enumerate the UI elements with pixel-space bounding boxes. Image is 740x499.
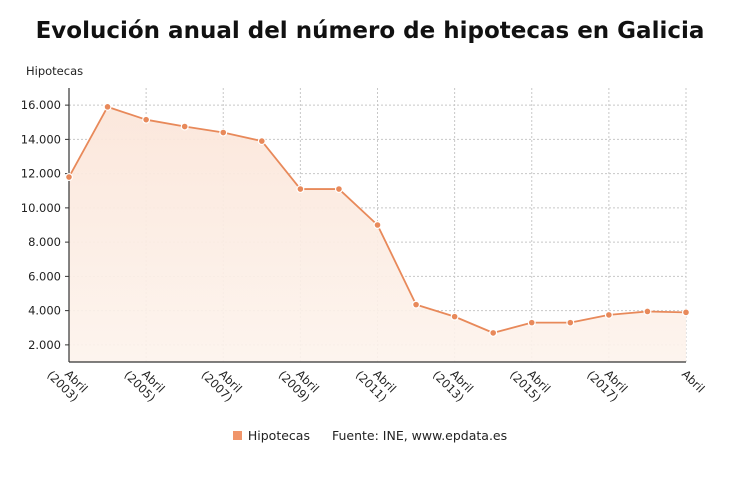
series-area (69, 106, 686, 363)
y-tick-label: 8.000 (28, 235, 61, 249)
data-point (257, 137, 266, 146)
y-tick-label: 14.000 (21, 132, 61, 146)
y-axis-label: Hipotecas (26, 64, 83, 78)
x-tick-label: Abril(2007) (199, 367, 245, 405)
y-tick-label: 10.000 (21, 201, 61, 215)
x-tick-label: Abril(2009) (276, 367, 322, 405)
y-tick-label: 4.000 (28, 304, 61, 318)
data-point (219, 128, 228, 137)
data-point (64, 173, 73, 182)
data-point (334, 185, 343, 194)
data-point (604, 310, 613, 319)
data-point (489, 328, 498, 337)
x-tick-label: Abril(2003) (44, 367, 90, 405)
x-tick-label: Abril(2017) (584, 367, 630, 405)
data-point (566, 318, 575, 327)
y-tick-layer: 2.000 4.000 6.000 8.000 10.000 12.000 14.000 16… (21, 98, 61, 352)
x-tick-line1: Abril (679, 367, 707, 395)
data-point (412, 300, 421, 309)
x-tick-layer: Abril(2003) Abril(2005) Abril(2007) Abril(2… (44, 367, 707, 405)
y-tick-label: 16.000 (21, 98, 61, 112)
data-point (296, 185, 305, 194)
y-tick-label: 12.000 (21, 167, 61, 181)
area-layer (69, 106, 686, 363)
data-point (681, 308, 690, 317)
legend-swatch (232, 431, 242, 440)
point-layer (64, 102, 690, 337)
legend-label: Hipotecas (247, 428, 310, 443)
source-note: Fuente: INE, www.epdata.es (331, 428, 508, 443)
y-tick-label: 6.000 (28, 269, 61, 283)
data-point (643, 307, 652, 316)
x-tick-label: Abril (679, 367, 707, 395)
y-tick-label: 2.000 (28, 338, 61, 352)
data-point (142, 115, 151, 124)
data-point (103, 102, 112, 111)
x-tick-label: Abril(2013) (430, 367, 476, 405)
axis-layer (65, 88, 686, 363)
data-point (450, 312, 459, 321)
data-point (527, 318, 536, 327)
data-point (373, 221, 382, 230)
chart-title: Evolución anual del número de hipotecas … (35, 18, 705, 44)
legend: Hipotecas Fuente: INE, www.epdata.es (0, 428, 740, 443)
x-tick-label: Abril(2005) (121, 367, 167, 405)
x-tick-label: Abril(2015) (507, 367, 553, 405)
data-point (180, 122, 189, 131)
x-tick-label: Abril(2011) (353, 367, 399, 405)
